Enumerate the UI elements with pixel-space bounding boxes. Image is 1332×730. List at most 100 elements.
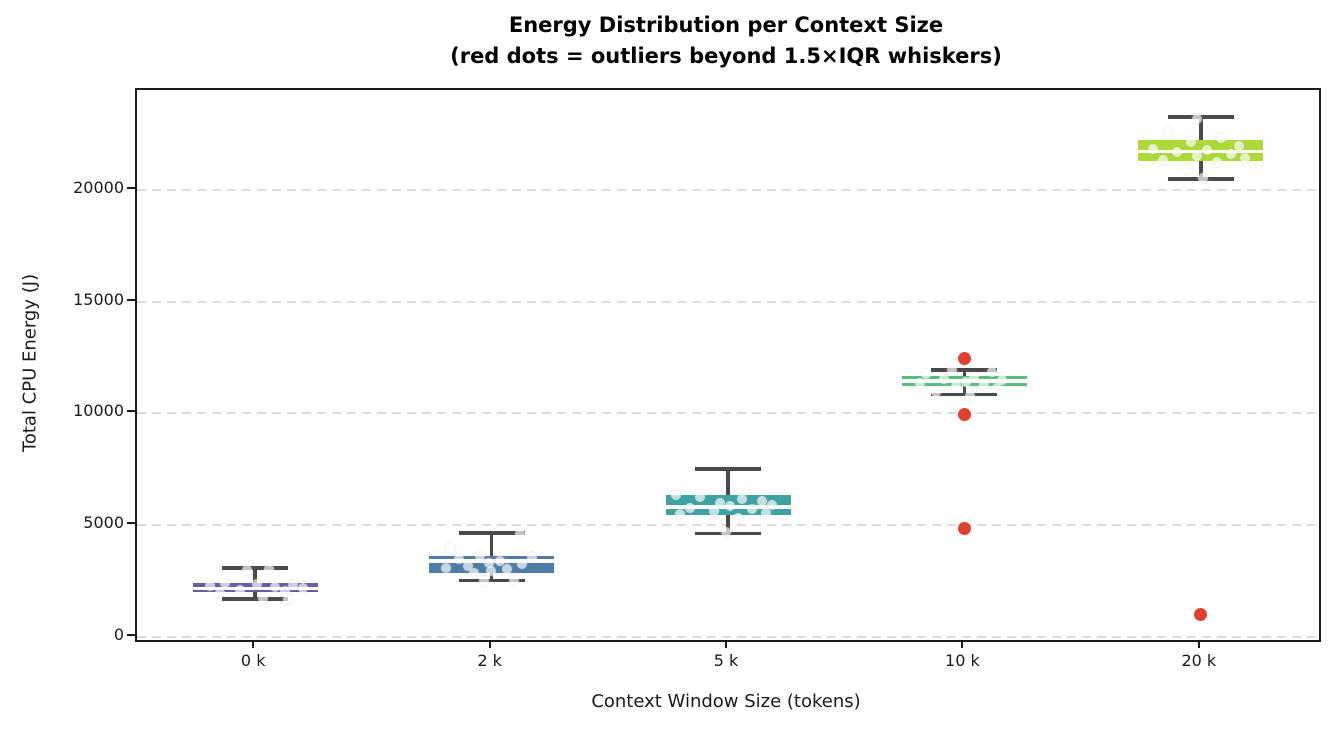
jitter-point (252, 579, 263, 590)
jitter-point (235, 584, 246, 595)
chart-subtitle: (red dots = outliers beyond 1.5×IQR whis… (450, 44, 1002, 68)
gridline-y-20000 (137, 188, 1319, 191)
x-tick-label-2: 5 k (713, 651, 739, 670)
whisker-cap-low (931, 392, 998, 397)
jitter-point (526, 552, 537, 563)
x-tick-label-1: 2 k (477, 651, 502, 670)
y-tick-label-20000: 20000 (73, 177, 124, 197)
jitter-point (721, 526, 731, 537)
outlier-point (957, 522, 971, 536)
jitter-point (1211, 157, 1222, 168)
jitter-point (494, 555, 505, 566)
jitter-point (979, 379, 990, 390)
jitter-point (695, 491, 705, 502)
x-axis-label: Context Window Size (tokens) (591, 691, 861, 712)
jitter-point (242, 565, 253, 576)
jitter-point (1185, 136, 1196, 147)
x-tickmark-0 (252, 640, 255, 648)
jitter-point (685, 502, 695, 513)
jitter-point (483, 557, 494, 568)
gridline-y-15000 (137, 300, 1319, 303)
jitter-point (709, 505, 719, 516)
jitter-point (1191, 113, 1202, 124)
jitter-point (280, 585, 291, 596)
jitter-point (965, 390, 976, 401)
whisker-cap-low (222, 597, 289, 601)
x-tick-label-0: 0 k (240, 651, 266, 670)
jitter-point (264, 563, 275, 574)
jitter-point (1162, 128, 1173, 139)
outlier-point (957, 408, 971, 422)
whisker-cap-high (695, 467, 761, 471)
jitter-point (675, 509, 685, 520)
jitter-point (1157, 155, 1168, 166)
jitter-point (508, 574, 519, 585)
jitter-point (915, 377, 926, 388)
jitter-point (440, 563, 451, 574)
y-tickmark-0 (127, 634, 135, 636)
jitter-point (205, 580, 216, 591)
jitter-point (939, 373, 950, 384)
jitter-point (767, 499, 777, 510)
jitter-point (298, 583, 309, 594)
y-tickmark-10000 (127, 410, 135, 413)
outlier-point (1194, 608, 1208, 622)
jitter-point (961, 376, 972, 387)
jitter-point (270, 581, 281, 592)
jitter-point (468, 567, 479, 578)
jitter-point (969, 371, 980, 382)
x-tickmark-1 (488, 640, 491, 648)
whisker-cap-high (222, 566, 289, 570)
jitter-point (444, 543, 455, 553)
jitter-point (485, 565, 496, 576)
jitter-point (931, 387, 942, 398)
jitter-point (747, 504, 757, 515)
jitter-point (947, 365, 958, 376)
x-tick-label-4: 20 k (1181, 651, 1217, 670)
jitter-point (514, 529, 525, 540)
y-tick-label-15000: 15000 (73, 289, 124, 309)
x-tickmark-2 (725, 640, 727, 648)
jitter-point (725, 500, 735, 511)
x-tickmark-4 (1197, 640, 1200, 648)
jitter-point (997, 375, 1008, 386)
jitter-point (1147, 143, 1158, 154)
jitter-point (992, 383, 1003, 394)
whisker-cap-high (458, 531, 525, 535)
y-tick-label-5000: 5000 (83, 513, 124, 533)
jitter-point (462, 560, 473, 571)
whisker-cap-high (931, 368, 998, 372)
jitter-point (288, 579, 299, 590)
jitter-point (951, 381, 962, 392)
jitter-point (737, 493, 747, 504)
jitter-point (757, 496, 767, 507)
jitter-point (474, 550, 485, 561)
jitter-point (715, 498, 725, 509)
jitter-point (1201, 145, 1212, 156)
y-tickmark-15000 (127, 298, 135, 301)
gridline-y-0 (137, 636, 1319, 638)
gridline-y-10000 (137, 412, 1319, 415)
whisker-cap-low (458, 578, 525, 583)
jitter-point (761, 508, 771, 519)
jitter-point (1239, 152, 1250, 163)
jitter-point (671, 490, 681, 501)
chart-title-block: Energy Distribution per Context Size (re… (120, 10, 1332, 72)
y-tickmark-20000 (127, 186, 135, 189)
jitter-point (1171, 147, 1182, 158)
jitter-point (516, 559, 527, 570)
jitter-point (733, 512, 743, 523)
jitter-point (1191, 150, 1202, 161)
jitter-point (215, 587, 226, 598)
jitter-point (258, 592, 269, 603)
jitter-point (220, 578, 231, 589)
jitter-point (501, 564, 512, 575)
chart-title: Energy Distribution per Context Size (508, 13, 944, 37)
jitter-point (1181, 163, 1192, 174)
jitter-point (987, 366, 998, 377)
jitter-point (921, 369, 932, 380)
jitter-point (1215, 132, 1226, 143)
median-line (1138, 149, 1264, 154)
y-tickmark-5000 (127, 522, 135, 525)
